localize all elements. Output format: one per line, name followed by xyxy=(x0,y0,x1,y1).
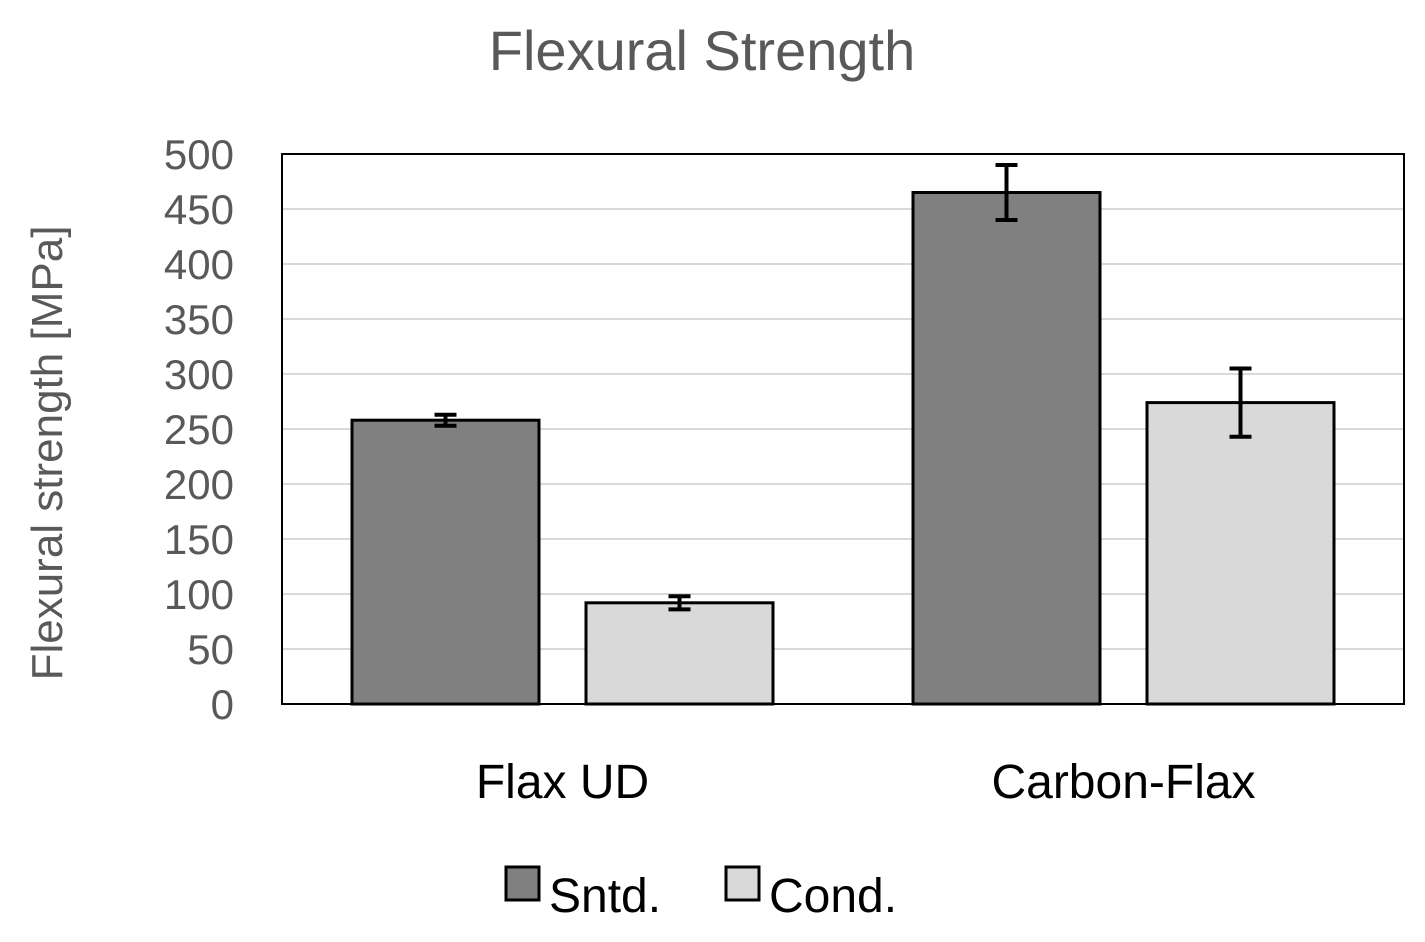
error-bar xyxy=(1229,366,1252,439)
y-tick-label: 0 xyxy=(211,681,234,728)
y-tick-label: 300 xyxy=(164,351,234,398)
bar-sntd-carbon-flax xyxy=(911,191,1102,706)
y-tick-label: 100 xyxy=(164,571,234,618)
y-tick-label: 450 xyxy=(164,186,234,233)
y-tick-label: 350 xyxy=(164,296,234,343)
y-axis-label: Flexural strength [MPa] xyxy=(23,226,72,681)
legend-item-sntd: Sntd. xyxy=(504,865,661,923)
error-bar xyxy=(434,412,457,428)
y-tick-label: 200 xyxy=(164,461,234,508)
error-bar xyxy=(995,163,1018,222)
x-category-label: Carbon-Flax xyxy=(991,756,1255,809)
legend-item-cond: Cond. xyxy=(724,865,897,923)
bars xyxy=(350,191,1336,706)
y-tick-label: 150 xyxy=(164,516,234,563)
bar-cond-flax-ud xyxy=(584,601,775,706)
legend-swatch xyxy=(724,865,761,902)
y-tick-label: 250 xyxy=(164,406,234,453)
bar-sntd-flax-ud xyxy=(350,418,541,706)
legend: Sntd. Cond. xyxy=(504,865,897,923)
legend-label: Sntd. xyxy=(549,870,661,923)
y-tick-label: 400 xyxy=(164,241,234,288)
plot-area-frame xyxy=(281,153,1405,705)
legend-label: Cond. xyxy=(769,870,897,923)
y-tick-label: 50 xyxy=(187,626,234,673)
bar-cond-carbon-flax xyxy=(1145,401,1336,706)
x-axis-categories: Flax UD Carbon-Flax xyxy=(476,756,1256,809)
error-bars xyxy=(434,163,1252,612)
y-axis-ticks: 0 50 100 150 200 250 300 350 400 450 500 xyxy=(164,131,234,728)
y-tick-label: 500 xyxy=(164,131,234,178)
x-category-label: Flax UD xyxy=(476,756,649,809)
chart-title: Flexural Strength xyxy=(489,19,915,82)
legend-swatch xyxy=(504,865,541,902)
error-bar xyxy=(668,594,691,612)
